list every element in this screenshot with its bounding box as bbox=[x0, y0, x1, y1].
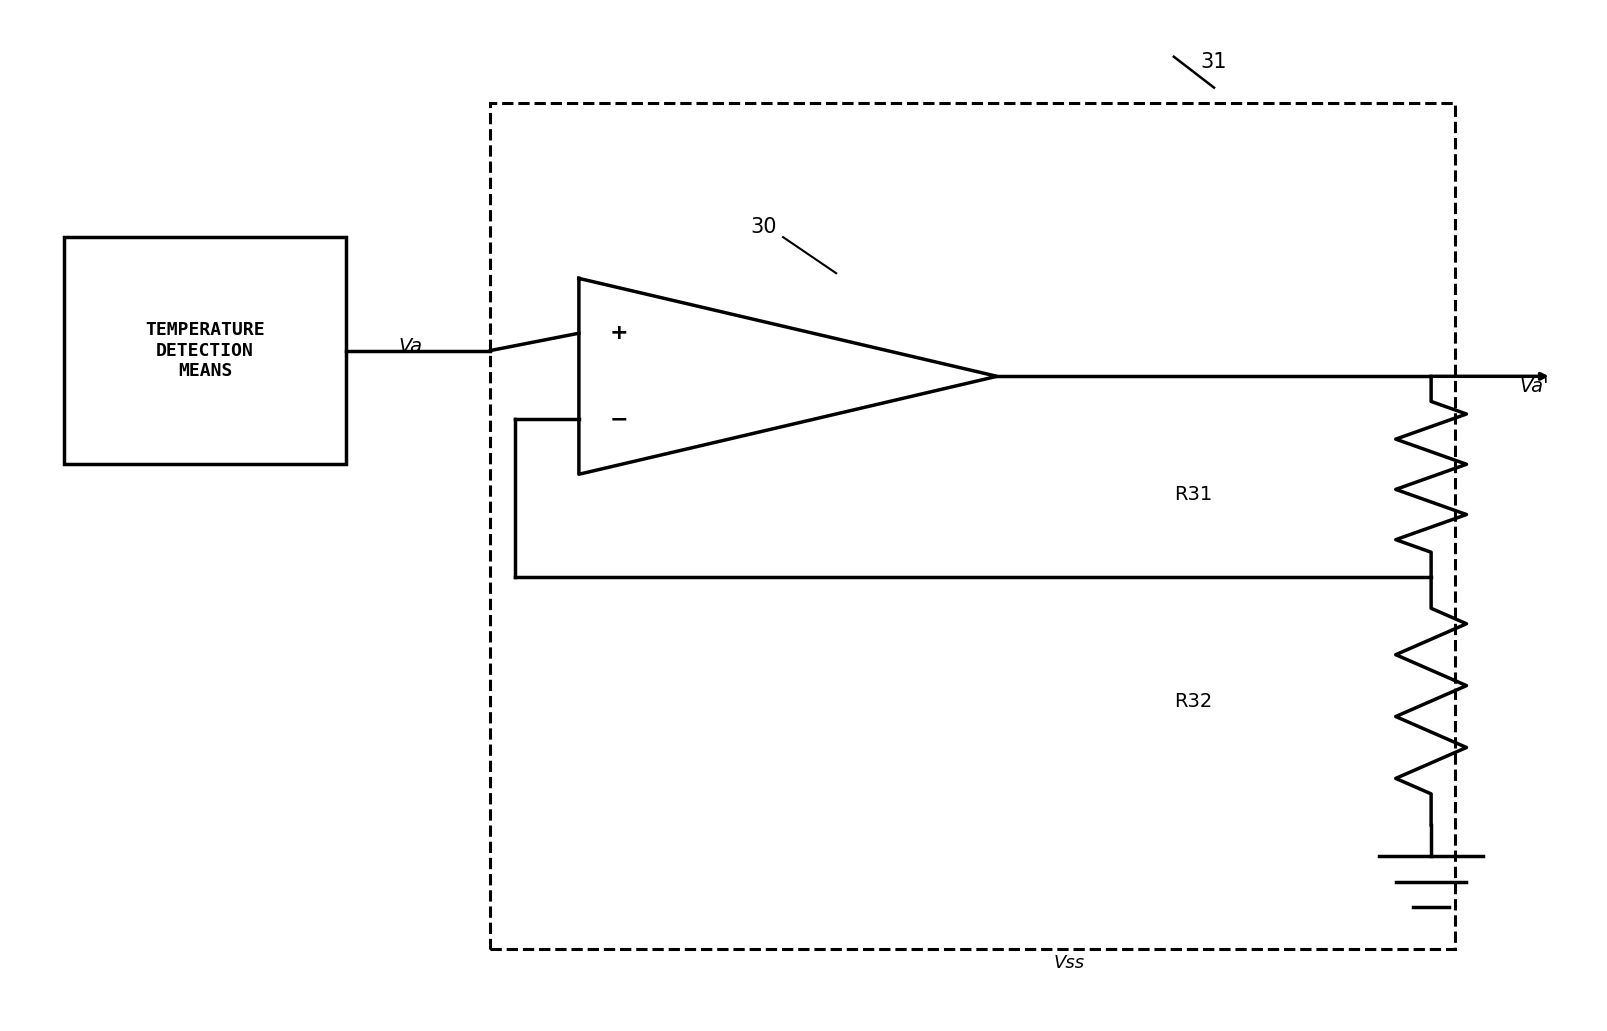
Text: TEMPERATURE
DETECTION
MEANS: TEMPERATURE DETECTION MEANS bbox=[145, 321, 265, 380]
Text: R32: R32 bbox=[1173, 692, 1212, 710]
Text: Va': Va' bbox=[1519, 377, 1548, 396]
Bar bbox=[490, 103, 1454, 949]
Text: 30: 30 bbox=[750, 218, 776, 237]
Text: +: + bbox=[609, 324, 628, 343]
Bar bbox=[64, 237, 346, 464]
Text: R31: R31 bbox=[1173, 486, 1212, 504]
Text: Vss: Vss bbox=[1053, 954, 1085, 971]
Text: Va: Va bbox=[397, 337, 423, 356]
Text: 31: 31 bbox=[1200, 53, 1226, 72]
Text: −: − bbox=[609, 409, 628, 429]
